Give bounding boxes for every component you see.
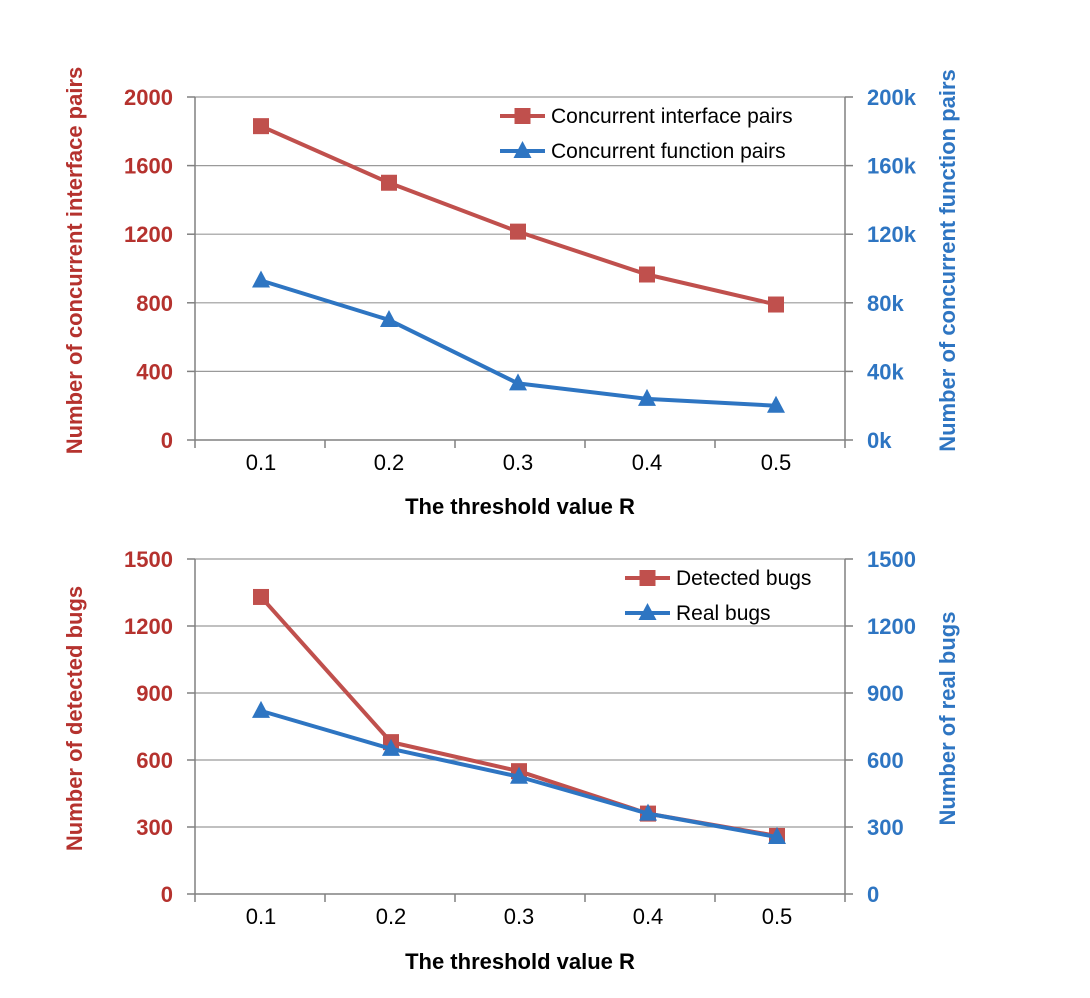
right-tick-label: 120k: [867, 222, 917, 247]
left-tick-label: 800: [136, 291, 173, 316]
series-red: [253, 118, 784, 313]
x-tick-label: 0.2: [376, 904, 407, 929]
chart-panel-2: 0 300 600 900 1200 1500 0 300 600 900 1200 1500 0.1 0…: [62, 547, 960, 974]
right-tick-label: 300: [867, 815, 904, 840]
left-axis-title: Number of concurrent interface pairs: [62, 67, 87, 455]
x-tick-label: 0.3: [503, 450, 534, 475]
data-point: [638, 388, 656, 406]
x-tick-label: 0.3: [504, 904, 535, 929]
data-point: [639, 266, 655, 283]
legend: Detected bugs Real bugs: [625, 567, 811, 625]
data-point: [768, 296, 784, 313]
legend-item: Real bugs: [625, 602, 771, 625]
left-tick-label: 1500: [124, 547, 173, 572]
data-point: [768, 827, 786, 845]
right-tick-label: 200k: [867, 85, 917, 110]
legend-marker: [514, 108, 531, 124]
data-point: [253, 118, 269, 135]
right-tick-label: 40k: [867, 359, 904, 384]
x-axis-title: The threshold value R: [405, 949, 635, 974]
right-tick-label: 160k: [867, 154, 917, 179]
right-tick-label: 80k: [867, 291, 904, 316]
left-tick-label: 0: [161, 882, 173, 907]
right-tick-label: 900: [867, 681, 904, 706]
data-point: [509, 373, 527, 391]
data-point: [253, 588, 269, 605]
left-tick-label: 600: [136, 748, 173, 773]
legend-marker: [513, 141, 532, 158]
right-tick-label: 1500: [867, 547, 916, 572]
left-tick-label: 1600: [124, 154, 173, 179]
legend-label: Concurrent interface pairs: [551, 105, 793, 128]
legend-item: Concurrent interface pairs: [500, 105, 793, 128]
legend-marker: [638, 603, 657, 620]
series-line: [259, 595, 778, 838]
chart-panel-1: 0 400 800 1200 1600 2000 0k 40k 80k 120k 160k 200k 0…: [62, 67, 960, 519]
left-tick-label: 300: [136, 815, 173, 840]
legend-item: Concurrent function pairs: [500, 140, 786, 163]
data-point: [252, 700, 270, 718]
x-tick-label: 0.1: [246, 450, 277, 475]
right-axis-title: Number of real bugs: [935, 612, 960, 826]
legend-marker: [639, 570, 656, 586]
data-point: [639, 803, 657, 821]
x-tick-label: 0.1: [246, 904, 277, 929]
data-point: [252, 270, 270, 288]
data-point: [510, 223, 526, 240]
legend-label: Concurrent function pairs: [551, 140, 786, 163]
left-tick-label: 1200: [124, 222, 173, 247]
series-blue: [252, 700, 786, 845]
right-tick-label: 600: [867, 748, 904, 773]
x-axis-title: The threshold value R: [405, 494, 635, 519]
right-axis-title: Number of concurrent function pairs: [935, 69, 960, 452]
x-tick-label: 0.4: [633, 904, 664, 929]
data-point: [510, 766, 528, 784]
legend: Concurrent interface pairs Concurrent fun…: [500, 105, 793, 163]
left-tick-label: 400: [136, 359, 173, 384]
left-tick-label: 2000: [124, 85, 173, 110]
left-axis-title: Number of detected bugs: [62, 586, 87, 851]
right-tick-label: 1200: [867, 614, 916, 639]
legend-label: Real bugs: [676, 602, 771, 625]
data-point: [767, 395, 785, 413]
right-tick-label: 0k: [867, 428, 892, 453]
x-tick-label: 0.2: [374, 450, 405, 475]
right-tick-label: 0: [867, 882, 879, 907]
left-tick-label: 0: [161, 428, 173, 453]
x-tick-label: 0.5: [762, 904, 793, 929]
data-point: [381, 174, 397, 191]
left-tick-label: 900: [136, 681, 173, 706]
legend-label: Detected bugs: [676, 567, 811, 590]
series-red: [253, 588, 785, 844]
left-tick-label: 1200: [124, 614, 173, 639]
data-point: [382, 738, 400, 756]
legend-item: Detected bugs: [625, 567, 811, 590]
data-point: [380, 309, 398, 327]
x-tick-label: 0.4: [632, 450, 663, 475]
x-tick-label: 0.5: [761, 450, 792, 475]
series-blue: [252, 270, 785, 413]
